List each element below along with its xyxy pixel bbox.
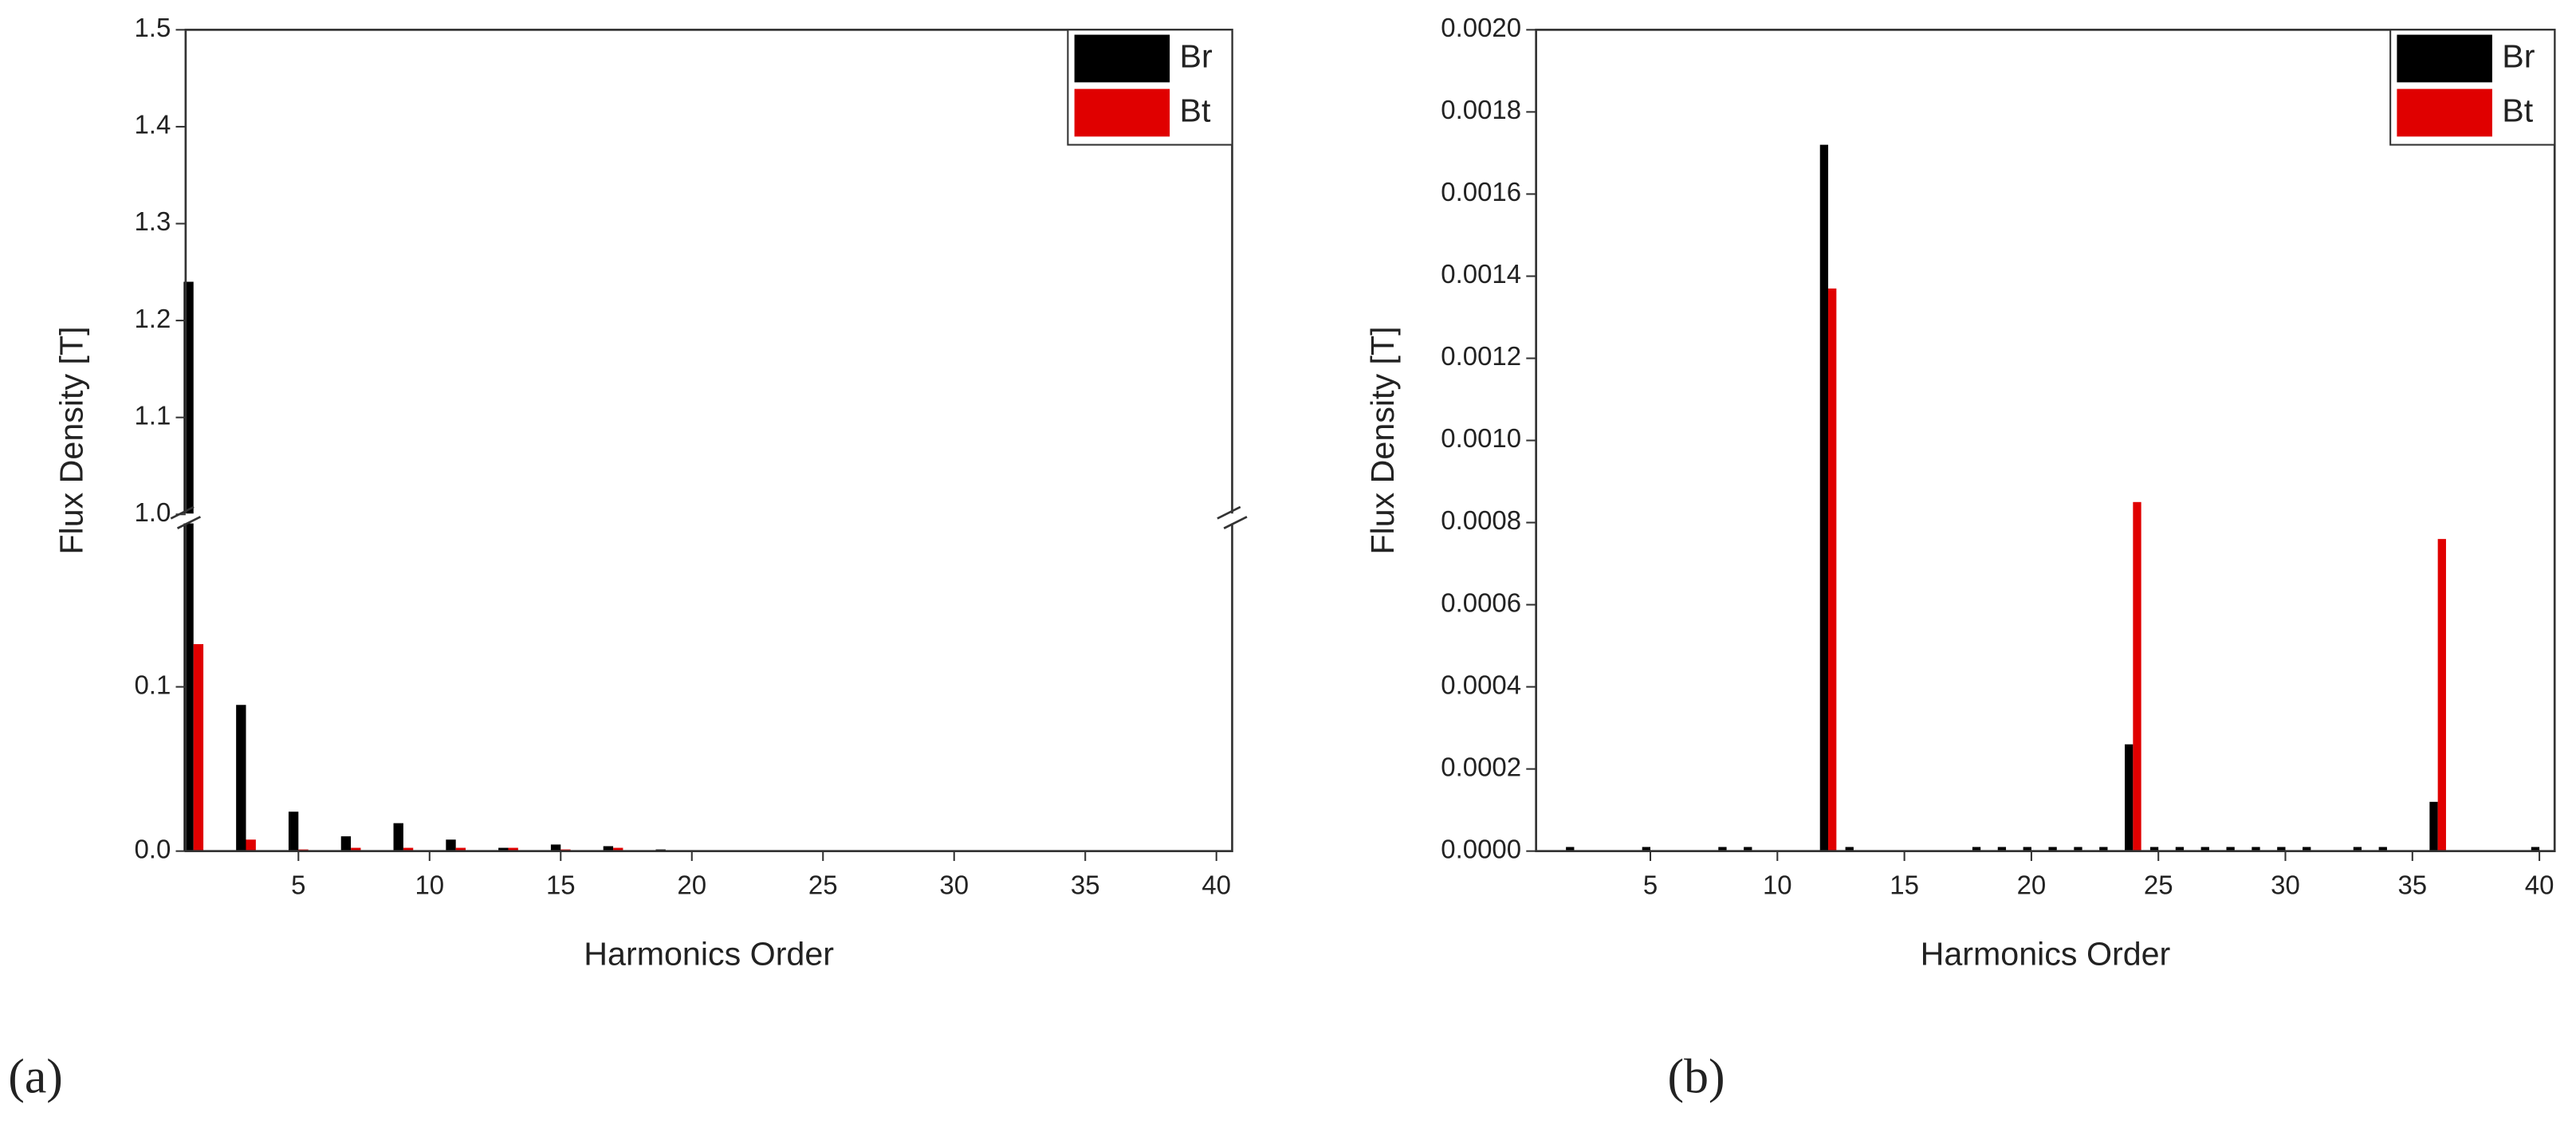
bar (2175, 847, 2185, 851)
y-tick-label: 1.1 (134, 400, 171, 430)
x-tick-label: 35 (2397, 871, 2427, 900)
panel-label: (a) (8, 1049, 63, 1103)
x-tick-label: 15 (546, 871, 576, 900)
x-tick-label: 20 (677, 871, 706, 900)
x-tick-label: 10 (1763, 871, 1792, 900)
bar (2429, 801, 2438, 851)
bar (351, 847, 361, 851)
bar (1828, 288, 1837, 851)
x-axis-title: Harmonics Order (584, 935, 834, 972)
bar (1566, 847, 1575, 851)
x-tick-label: 5 (1643, 871, 1658, 900)
y-tick-label: 1.0 (134, 497, 171, 527)
y-tick-label: 0.0016 (1441, 177, 1521, 206)
bar (1819, 144, 1829, 851)
y-tick-label: 0.0 (134, 834, 171, 863)
bar (2437, 539, 2446, 851)
x-tick-label: 30 (2271, 871, 2300, 900)
axis-break-mark (170, 505, 195, 520)
x-tick-label: 40 (2525, 871, 2554, 900)
axis-break-mark (1223, 516, 1248, 529)
bar (603, 846, 614, 851)
bar (2125, 744, 2134, 851)
legend-label: Bt (2502, 92, 2533, 128)
y-tick-label: 0.0006 (1441, 588, 1521, 617)
x-tick-label: 15 (1890, 871, 1919, 900)
bar (446, 839, 456, 851)
bar (2048, 847, 2057, 851)
bar (2252, 847, 2260, 851)
x-tick-label: 10 (415, 871, 444, 900)
bar (288, 812, 299, 851)
x-axis-title: Harmonics Order (1921, 935, 2171, 972)
legend-label: Br (1180, 37, 1213, 74)
y-tick-label: 0.0008 (1441, 505, 1521, 535)
x-tick-label: 40 (1201, 871, 1231, 900)
bar (2149, 847, 2159, 851)
axis-break-mark (176, 516, 201, 529)
bar (613, 847, 623, 851)
x-tick-label: 35 (1071, 871, 1100, 900)
bar (2531, 847, 2540, 851)
bar (2378, 847, 2387, 851)
axis-break-mark (1217, 505, 1241, 520)
bar (403, 847, 414, 851)
bar (236, 705, 246, 851)
x-tick-label: 25 (808, 871, 838, 900)
bar (1642, 847, 1651, 851)
y-tick-label: 1.2 (134, 304, 171, 333)
bar (2353, 847, 2362, 851)
legend-label: Br (2502, 37, 2535, 74)
legend-swatch (1074, 88, 1170, 137)
x-tick-label: 30 (939, 871, 969, 900)
bar (550, 844, 561, 851)
y-tick-label: 1.3 (134, 206, 171, 236)
plot-frame (1535, 29, 2556, 853)
x-tick-label: 25 (2144, 871, 2173, 900)
y-tick-label: 0.0010 (1441, 423, 1521, 453)
y-tick-label: 0.1 (134, 670, 171, 699)
bar (193, 644, 204, 851)
y-tick-label: 0.0014 (1441, 259, 1521, 289)
y-tick-label: 0.0002 (1441, 752, 1521, 781)
legend-swatch (2397, 88, 2492, 137)
bar (1997, 847, 2007, 851)
y-tick-label: 0.0012 (1441, 341, 1521, 371)
bar (2023, 847, 2031, 851)
bar (2200, 847, 2209, 851)
bar (1972, 847, 1981, 851)
bar (2074, 847, 2082, 851)
bar (340, 836, 352, 851)
y-tick-label: 1.4 (134, 110, 171, 140)
bar (1744, 847, 1752, 851)
y-tick-label: 0.0018 (1441, 95, 1521, 124)
legend-label: Bt (1180, 92, 1211, 128)
bar (2226, 847, 2235, 851)
y-tick-label: 0.0000 (1441, 834, 1521, 863)
legend-swatch (2397, 34, 2492, 83)
bar (2099, 847, 2108, 851)
x-tick-label: 5 (291, 871, 305, 900)
bar (2303, 847, 2311, 851)
bar (1718, 847, 1727, 851)
bar (393, 823, 403, 851)
bar (2133, 501, 2141, 851)
legend-swatch (1074, 34, 1170, 83)
bar (508, 847, 518, 851)
panel-label: (b) (1667, 1049, 1725, 1103)
y-tick-label: 0.0004 (1441, 670, 1521, 699)
bar (498, 847, 509, 851)
plot-frame (184, 29, 1233, 853)
y-tick-label: 0.0020 (1441, 13, 1521, 42)
y-tick-label: 1.5 (134, 13, 171, 42)
bar (455, 847, 466, 851)
bar (2277, 847, 2286, 851)
y-axis-title: Flux Density [T] (53, 326, 90, 554)
x-tick-label: 20 (2017, 871, 2047, 900)
bar (246, 839, 256, 851)
bar (1845, 847, 1854, 851)
y-axis-title: Flux Density [T] (1364, 326, 1401, 554)
